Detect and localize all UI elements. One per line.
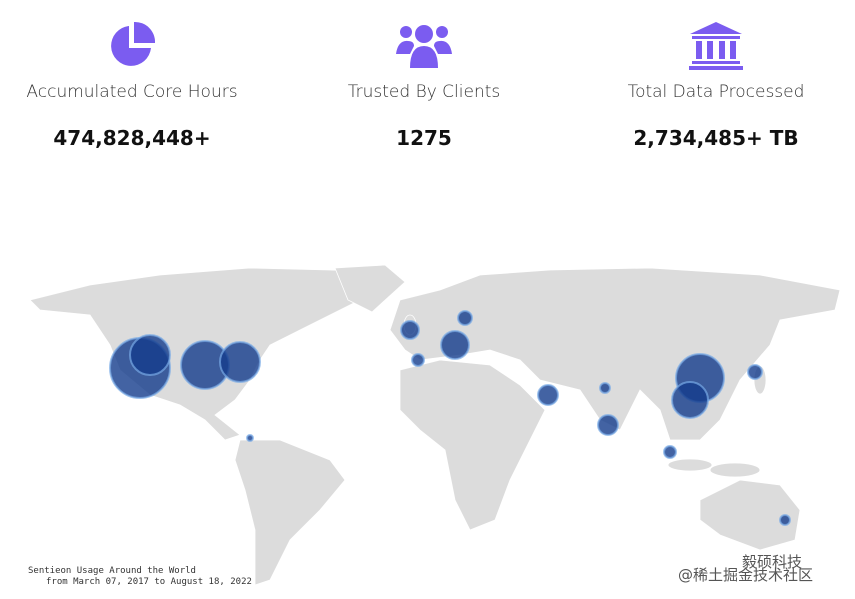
map-shape [709,462,761,478]
stat-label: Trusted By Clients [347,82,501,102]
map-shape [667,458,713,472]
usage-bubble [436,26,448,38]
map-shape [707,41,713,59]
usage-bubble [663,445,677,459]
usage-bubble [597,414,619,436]
usage-bubble [219,341,261,383]
watermark: 毅硕科技 [742,553,803,571]
bank-icon [689,22,743,70]
map-shape [719,41,725,59]
usage-bubble [415,25,433,43]
usage-bubble [599,382,611,394]
map-shape [134,21,156,43]
map-shape [692,36,740,39]
stat-card: Accumulated Core Hours 474,828,448+ [2,20,262,150]
map-shape [29,264,841,586]
map-shape [109,310,791,526]
usage-bubble [400,320,420,340]
stat-value: 474,828,448+ [53,126,211,150]
usage-bubble [246,434,254,442]
map-shape [334,264,406,313]
pie-icon [111,21,156,66]
clients-icon [396,25,452,68]
stat-value: 2,734,485+ TB [633,126,799,150]
map-shape [389,267,841,441]
usage-bubble [411,353,425,367]
usage-bubble [129,334,171,376]
usage-bubble [747,364,763,380]
map-shape [234,439,346,586]
usage-bubble [537,384,559,406]
usage-bubble [457,310,473,326]
map-shape [396,40,414,54]
stat-value: 1275 [396,126,452,150]
usage-bubble [779,514,791,526]
map-caption: Sentieon Usage Around the World [28,566,196,576]
map-caption: from March 07, 2017 to August 18, 2022 [46,577,252,587]
map-shape [434,40,452,54]
map-shape [696,41,702,59]
usage-bubble [671,381,709,419]
map-shape [730,41,736,59]
world-map [29,264,841,586]
map-shape [699,479,801,551]
map-shape [689,66,743,70]
map-shape [690,22,742,34]
usage-bubble [400,26,412,38]
stat-card: Total Data Processed 2,734,485+ TB [586,20,846,150]
usage-bubble [440,330,470,360]
map-shape [399,359,546,531]
map-shape [410,46,438,68]
stat-label: Accumulated Core Hours [26,82,238,102]
map-shape [692,61,740,64]
stat-card: Trusted By Clients 1275 [294,20,554,150]
watermark: @稀土掘金技术社区 [678,566,814,584]
map-shape [111,26,151,66]
stat-label: Total Data Processed [627,82,805,102]
